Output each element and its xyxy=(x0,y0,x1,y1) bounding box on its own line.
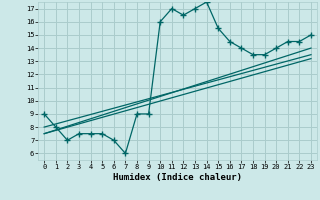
X-axis label: Humidex (Indice chaleur): Humidex (Indice chaleur) xyxy=(113,173,242,182)
